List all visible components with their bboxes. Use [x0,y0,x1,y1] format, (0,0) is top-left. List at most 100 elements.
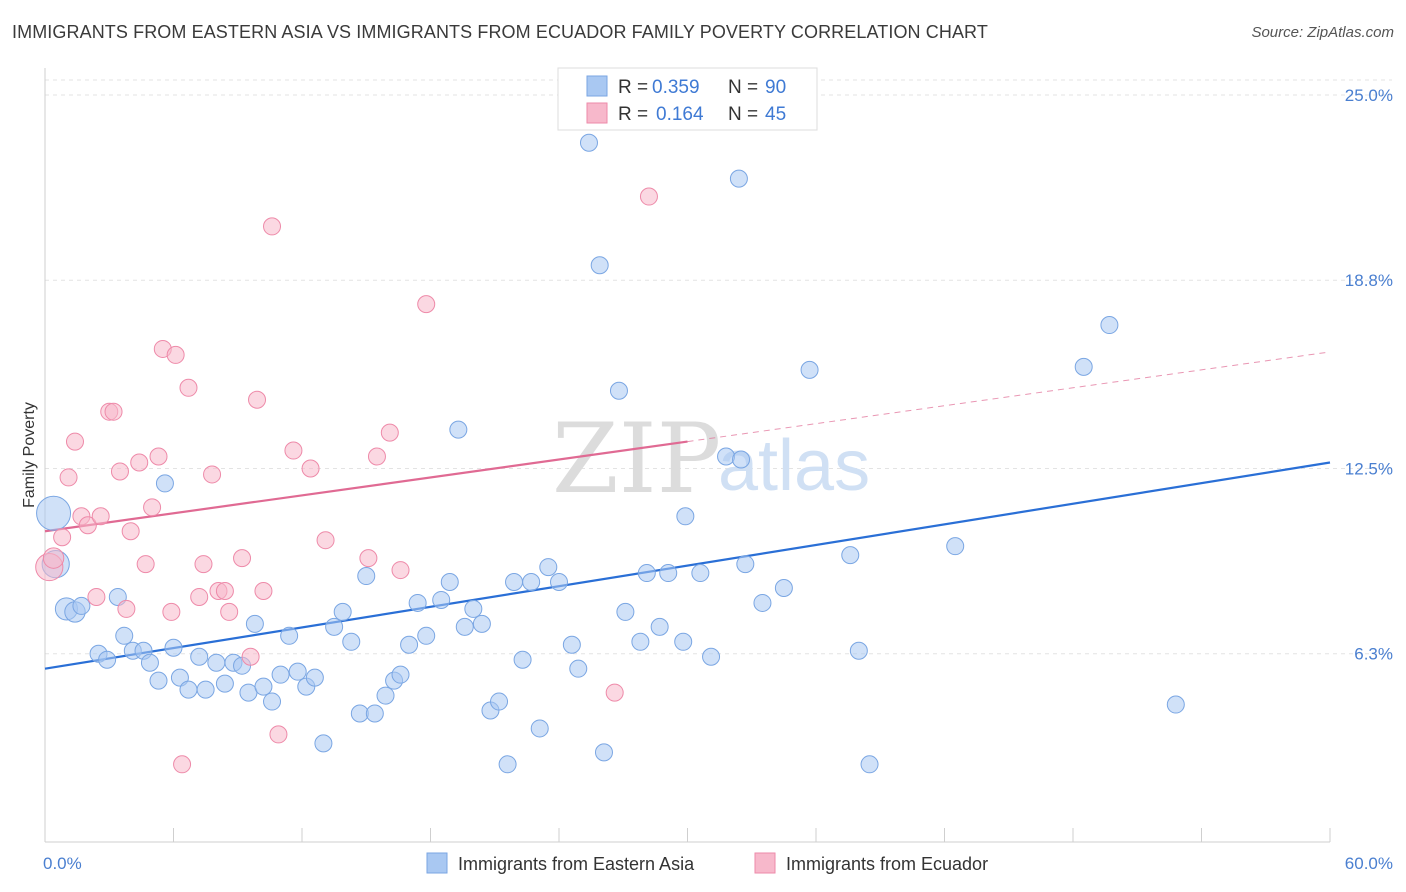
point-ecuador [173,755,192,774]
point-eastern-asia [357,567,376,586]
point-eastern-asia [841,546,860,565]
point-eastern-asia [449,420,468,439]
watermark: ZIP atlas [552,403,870,515]
point-ecuador [42,547,65,569]
point-eastern-asia [400,635,419,654]
point-ecuador [162,602,181,621]
point-eastern-asia [179,680,198,699]
chart-title: IMMIGRANTS FROM EASTERN ASIA VS IMMIGRAN… [12,22,988,42]
point-eastern-asia [1100,316,1119,335]
point-ecuador [179,378,198,397]
point-eastern-asia [774,579,793,597]
point-eastern-asia [408,593,427,612]
point-eastern-asia [440,573,459,592]
watermark-zip: ZIP [552,403,721,515]
point-eastern-asia [432,590,451,609]
point-eastern-asia [325,617,344,636]
point-eastern-asia [190,647,209,666]
point-ecuador [87,587,106,606]
point-ecuador [59,468,78,487]
point-eastern-asia [288,662,307,681]
point-eastern-asia [140,653,159,672]
point-eastern-asia [732,450,751,469]
point-ecuador [78,516,97,535]
point-eastern-asia [800,360,819,379]
point-ecuador [248,390,267,409]
point-ecuador [359,549,378,568]
point-ecuador [65,432,84,451]
point-eastern-asia [455,617,474,636]
point-ecuador [130,453,149,472]
point-ecuador [190,587,209,606]
point-eastern-asia [1074,357,1093,376]
point-eastern-asia [674,632,693,651]
point-eastern-asia [562,635,581,654]
legend-r-value-1: 0.359 [652,77,700,98]
point-eastern-asia [513,650,532,669]
point-eastern-asia [490,692,509,711]
point-ecuador [121,522,140,541]
point-eastern-asia [736,555,755,574]
point-ecuador [380,423,399,442]
point-ecuador [91,507,110,526]
point-ecuador [53,528,72,547]
point-ecuador [316,531,335,550]
point-eastern-asia [946,537,965,556]
point-eastern-asia [36,495,72,531]
point-eastern-asia [464,599,483,618]
point-ecuador [149,447,168,466]
y-tick-label: 6.3% [1354,645,1393,664]
point-eastern-asia [196,680,215,699]
y-tick-label: 18.8% [1345,271,1393,290]
point-eastern-asia [717,447,736,466]
legend-n-value-2: 45 [765,104,786,125]
point-eastern-asia [149,671,168,690]
point-eastern-asia [590,256,609,275]
point-eastern-asia [254,677,273,696]
series-legend-label-ecuador: Immigrants from Ecuador [786,854,988,874]
point-eastern-asia [569,659,588,678]
point-eastern-asia [215,674,234,693]
point-ecuador [391,561,410,580]
source-credit: Source: ZipAtlas.com [1251,24,1394,41]
series-legend: Immigrants from Eastern Asia Immigrants … [426,852,988,874]
point-eastern-asia [164,638,183,657]
series-legend-swatch-eastern-asia [426,852,448,874]
point-eastern-asia [498,755,517,774]
point-eastern-asia [609,381,628,400]
point-eastern-asia [579,133,598,152]
point-eastern-asia [391,665,410,684]
point-eastern-asia [342,632,361,651]
point-ecuador [117,599,136,618]
point-ecuador [233,549,252,568]
point-ecuador [220,602,239,621]
point-ecuador [136,555,155,574]
point-ecuador [263,217,282,236]
legend-r-label-1: R = [618,77,648,98]
point-eastern-asia [280,626,299,645]
point-eastern-asia [659,564,678,583]
point-ecuador [254,581,273,600]
point-ecuador [203,465,222,484]
point-eastern-asia [271,665,290,684]
point-ecuador [166,345,185,364]
point-eastern-asia [702,647,721,666]
point-eastern-asia [637,564,656,583]
point-eastern-asia [1166,695,1185,714]
grid-lines [45,79,1392,655]
point-ecuador [143,498,162,517]
legend-n-value-1: 90 [765,77,786,98]
point-eastern-asia [245,614,264,633]
point-ecuador [104,402,123,421]
point-ecuador [284,441,303,460]
point-eastern-asia [676,507,695,526]
y-axis-label: Family Poverty [21,402,38,508]
legend-n-label-1: N = [728,77,758,98]
point-eastern-asia [365,704,384,723]
axes [44,68,1331,843]
stats-legend: R = 0.359 N = 90 R = 0.164 N = 45 [557,67,818,131]
point-ecuador [367,447,386,466]
x-tick-label-min: 0.0% [43,854,82,873]
x-tick-label-max: 60.0% [1345,854,1393,873]
